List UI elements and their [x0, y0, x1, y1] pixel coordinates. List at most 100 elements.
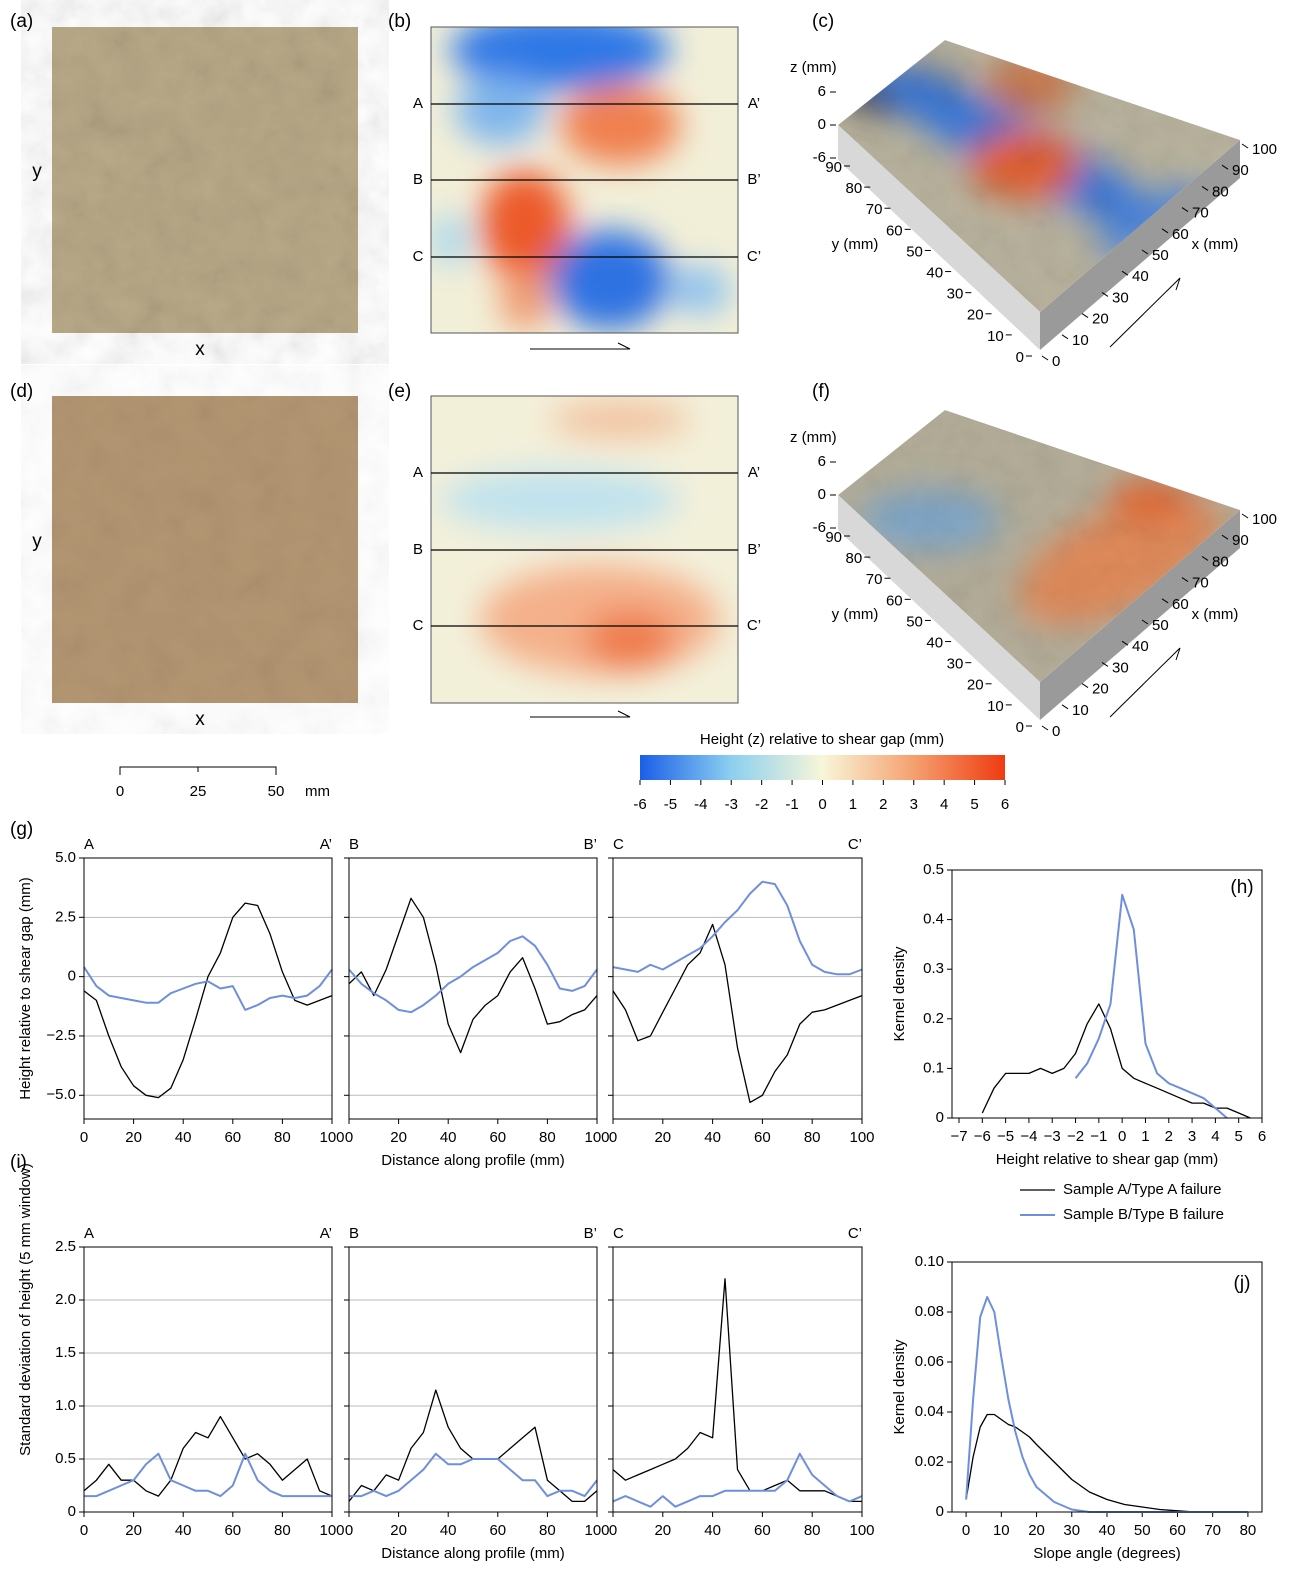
- x-tick-label: 4: [1211, 1128, 1219, 1145]
- x-tick-label: 60: [224, 1522, 241, 1539]
- x-axis-label: Distance along profile (mm): [381, 1545, 564, 1562]
- colorbar: [640, 755, 1005, 780]
- x-tick: [1221, 164, 1229, 170]
- y-tick-label: 0.5: [55, 1450, 76, 1467]
- colorbar-tick-label: 6: [1001, 796, 1009, 813]
- y-tick-label: 70: [866, 571, 883, 588]
- y-tick-label: 0: [936, 1109, 944, 1126]
- section-start: A: [413, 95, 423, 112]
- y-axis-label: y (mm): [832, 236, 879, 253]
- blob: [550, 402, 690, 438]
- x-tick-label: 100: [319, 1522, 344, 1539]
- y-tick-label: 60: [886, 592, 903, 609]
- plot-frame: [612, 1246, 863, 1513]
- x-tick: [1121, 270, 1129, 276]
- y-tick-label: 30: [947, 656, 964, 673]
- data-line: [1074, 893, 1228, 1119]
- block-side: [1040, 510, 1240, 720]
- x-tick-label: 100: [1252, 141, 1277, 158]
- y-axis-label: y (mm): [832, 606, 879, 623]
- profile-start: C: [613, 836, 624, 853]
- z-axis-label: z (mm): [790, 429, 837, 446]
- x-tick-label: 0: [1052, 353, 1060, 370]
- panel-label: (h): [1230, 877, 1253, 898]
- x-tick-label: 40: [704, 1129, 721, 1146]
- data-line: [612, 1452, 863, 1508]
- colorbar-tick-label: -1: [785, 796, 798, 813]
- y-tick-label: 0.2: [923, 1010, 944, 1027]
- y-axis-label: Standard deviation of height (5 mm windo…: [17, 1163, 34, 1456]
- x-tick-label: 20: [125, 1129, 142, 1146]
- y-tick-label: 0.4: [923, 911, 944, 928]
- x-tick-label: 60: [489, 1522, 506, 1539]
- colorbar-tick-label: 2: [879, 796, 887, 813]
- x-tick-label: 80: [804, 1522, 821, 1539]
- x-tick-label: 50: [1134, 1522, 1151, 1539]
- colorbar-tick-label: -5: [664, 796, 677, 813]
- surface: [838, 40, 1240, 312]
- x-tick-label: 100: [849, 1522, 874, 1539]
- blob: [550, 230, 670, 330]
- x-tick-label: 2: [1165, 1128, 1173, 1145]
- x-tick-label: −7: [950, 1128, 967, 1145]
- x-tick: [1181, 577, 1189, 583]
- x-tick: [1121, 640, 1129, 646]
- x-tick-label: 10: [1072, 702, 1089, 719]
- y-tick-label: 0: [936, 1503, 944, 1520]
- y-tick-label: 0: [1016, 349, 1024, 366]
- profile-start: C: [613, 1225, 624, 1242]
- profile-end: B’: [584, 1225, 597, 1242]
- y-tick-label: 1.5: [55, 1344, 76, 1361]
- y-tick-label: 80: [846, 550, 863, 567]
- y-tick-label: 30: [947, 286, 964, 303]
- x-tick: [1101, 291, 1109, 297]
- y-tick-label: 0.10: [915, 1253, 944, 1270]
- surface-texture: [838, 40, 1240, 312]
- x-tick-label: 80: [539, 1522, 556, 1539]
- profile-end: B’: [584, 836, 597, 853]
- x-tick-label: 20: [390, 1522, 407, 1539]
- y-tick-label: 10: [987, 698, 1004, 715]
- block-side: [1040, 140, 1240, 350]
- y-tick-label: 20: [967, 677, 984, 694]
- panel-label: (a): [10, 11, 33, 32]
- photo-x-label: x: [195, 339, 205, 360]
- scale-bar: [119, 766, 277, 775]
- scale-bar-label: 50: [268, 783, 285, 800]
- x-axis-label: Slope angle (degrees): [1033, 1545, 1181, 1562]
- colorbar-tick-label: -3: [725, 796, 738, 813]
- plot-frame: [951, 869, 1263, 1119]
- y-axis-label: Kernel density: [891, 1339, 908, 1435]
- y-tick-label: 0.1: [923, 1059, 944, 1076]
- y-tick-label: 1.0: [55, 1397, 76, 1414]
- y-tick-label: 20: [967, 307, 984, 324]
- x-tick-label: 40: [440, 1129, 457, 1146]
- data-line: [348, 935, 598, 1014]
- data-line: [965, 1296, 1248, 1513]
- data-line: [612, 1278, 862, 1503]
- blob: [431, 215, 470, 265]
- z-tick-label: 6: [818, 83, 826, 100]
- y-tick-label: 0.06: [915, 1353, 944, 1370]
- x-axis-label: x (mm): [1192, 606, 1239, 623]
- y-tick-label: 5.0: [55, 849, 76, 866]
- heatmap: [431, 27, 738, 333]
- y-tick-label: 90: [825, 529, 842, 546]
- data-line: [84, 1452, 332, 1498]
- x-tick-label: 90: [1232, 162, 1249, 179]
- y-tick-label: 0.5: [923, 861, 944, 878]
- x-tick-label: 0: [1052, 723, 1060, 740]
- data-line: [981, 1003, 1251, 1119]
- section-end: C’: [747, 248, 761, 265]
- x-tick-label: −2: [1067, 1128, 1084, 1145]
- x-tick-label: 60: [754, 1522, 771, 1539]
- shear-arrow: [1109, 647, 1181, 718]
- block-side: [838, 495, 1040, 720]
- legend-label: Sample A/Type A failure: [1063, 1181, 1221, 1198]
- y-tick-label: 90: [825, 159, 842, 176]
- data-line: [965, 1413, 1248, 1513]
- x-tick: [1201, 555, 1209, 561]
- y-tick-label: 70: [866, 201, 883, 218]
- blob: [585, 610, 675, 670]
- x-tick-label: 70: [1192, 205, 1209, 222]
